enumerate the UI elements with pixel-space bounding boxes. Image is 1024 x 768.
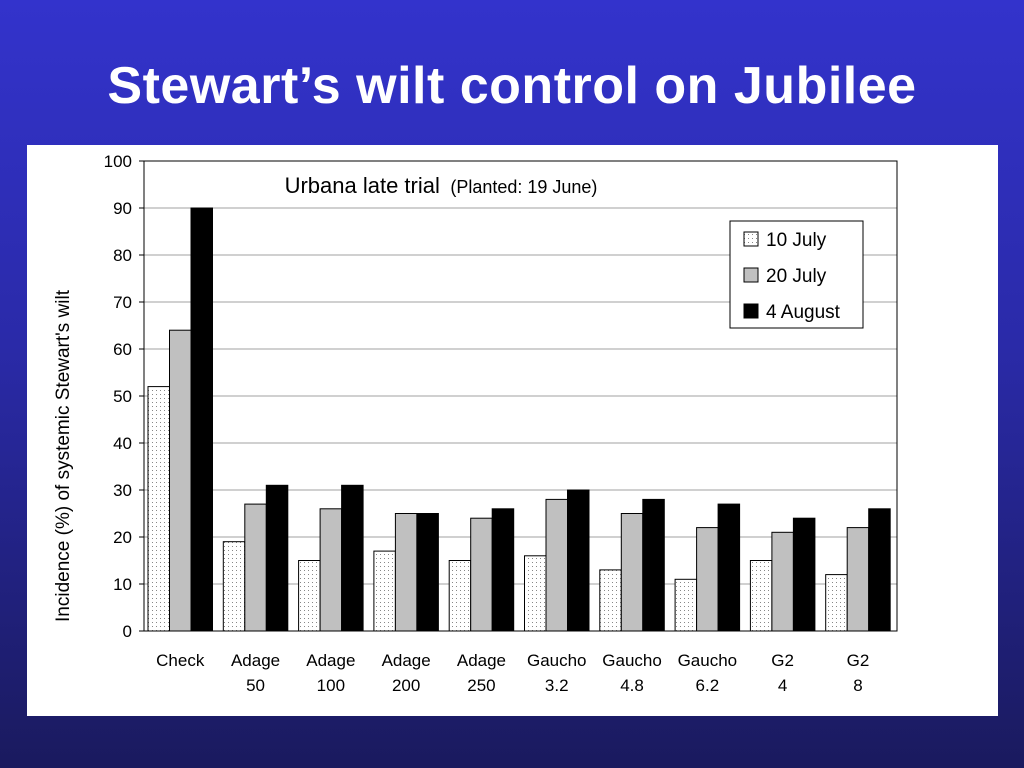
- y-tick-label: 0: [123, 622, 132, 641]
- y-tick-label: 70: [113, 293, 132, 312]
- x-tick-label: 50: [246, 676, 265, 695]
- y-tick-label: 40: [113, 434, 132, 453]
- legend: 10 July 20 July 4 August: [729, 220, 864, 329]
- bar-chart: 0 10 20 30 40 50 60 70 80 90 100 Check Adage 50 Adage…: [53, 152, 898, 695]
- y-tick-label: 50: [113, 387, 132, 406]
- bar: [545, 498, 568, 632]
- bar: [244, 503, 267, 632]
- bar: [265, 484, 289, 632]
- x-tick-label: Adage: [231, 651, 280, 670]
- bar: [524, 555, 547, 632]
- bar: [792, 517, 816, 632]
- y-tick-label: 80: [113, 246, 132, 265]
- legend-label: 4 August: [766, 302, 841, 323]
- y-tick-label: 10: [113, 575, 132, 594]
- bars: [147, 207, 891, 632]
- x-tick-label: 250: [467, 676, 495, 695]
- x-tick-label: 4.8: [620, 676, 644, 695]
- bar: [491, 508, 515, 632]
- bar: [190, 207, 213, 632]
- bar: [341, 484, 364, 632]
- legend-swatch: [743, 303, 759, 319]
- bar: [470, 517, 493, 632]
- x-tick-label: 8: [853, 676, 862, 695]
- bar: [868, 508, 891, 632]
- y-tick-label: 20: [113, 528, 132, 547]
- bar: [394, 513, 418, 632]
- chart-title-line: Urbana late trial (Planted: 19 June): [285, 173, 598, 198]
- x-tick-label: 6.2: [696, 676, 720, 695]
- bar: [620, 513, 644, 632]
- x-tick-label: Check: [156, 651, 205, 670]
- bar: [169, 329, 192, 632]
- bar: [373, 550, 396, 632]
- x-axis-ticks: Check Adage 50 Adage 100 Adage 200 Adage 250 Gauc…: [156, 651, 869, 695]
- x-tick-label: Gaucho: [602, 651, 662, 670]
- bar: [825, 574, 848, 632]
- x-tick-label: 3.2: [545, 676, 569, 695]
- bar: [298, 560, 321, 632]
- bar: [696, 527, 719, 632]
- bar: [222, 541, 246, 632]
- x-tick-label: G2: [847, 651, 870, 670]
- chart-panel: 0 10 20 30 40 50 60 70 80 90 100 Check Adage 50 Adage…: [27, 145, 998, 716]
- bar: [416, 513, 439, 632]
- bar: [319, 508, 343, 632]
- legend-swatch: [743, 231, 759, 247]
- legend-label: 10 July: [766, 230, 827, 251]
- bar: [771, 531, 794, 632]
- x-tick-label: Gaucho: [527, 651, 587, 670]
- bar: [717, 503, 741, 632]
- bar: [846, 527, 870, 632]
- y-axis-label: Incidence (%) of systemic Stewart's wilt: [53, 289, 74, 622]
- legend-swatch: [743, 267, 759, 283]
- y-tick-label: 100: [104, 152, 132, 171]
- slide-title: Stewart’s wilt control on Jubilee: [107, 57, 917, 115]
- plot-area-frame: [143, 160, 898, 632]
- x-tick-label: Adage: [382, 651, 431, 670]
- bar: [599, 569, 622, 632]
- y-tick-label: 60: [113, 340, 132, 359]
- x-tick-label: G2: [771, 651, 794, 670]
- chart-title: Urbana late trial: [285, 173, 440, 198]
- x-tick-label: Adage: [306, 651, 355, 670]
- y-tick-label: 90: [113, 199, 132, 218]
- x-tick-label: 4: [778, 676, 787, 695]
- bar: [147, 386, 170, 632]
- x-tick-label: 200: [392, 676, 420, 695]
- x-tick-label: 100: [317, 676, 345, 695]
- bar: [674, 578, 698, 632]
- legend-label: 20 July: [766, 266, 827, 287]
- bar: [448, 560, 472, 632]
- y-tick-label: 30: [113, 481, 132, 500]
- x-tick-label: Adage: [457, 651, 506, 670]
- x-tick-label: Gaucho: [678, 651, 738, 670]
- bar: [642, 498, 665, 632]
- y-axis-ticks: 0 10 20 30 40 50 60 70 80 90 100: [104, 152, 144, 641]
- bar: [567, 489, 590, 632]
- chart-subtitle: (Planted: 19 June): [450, 177, 597, 197]
- bar: [749, 560, 773, 632]
